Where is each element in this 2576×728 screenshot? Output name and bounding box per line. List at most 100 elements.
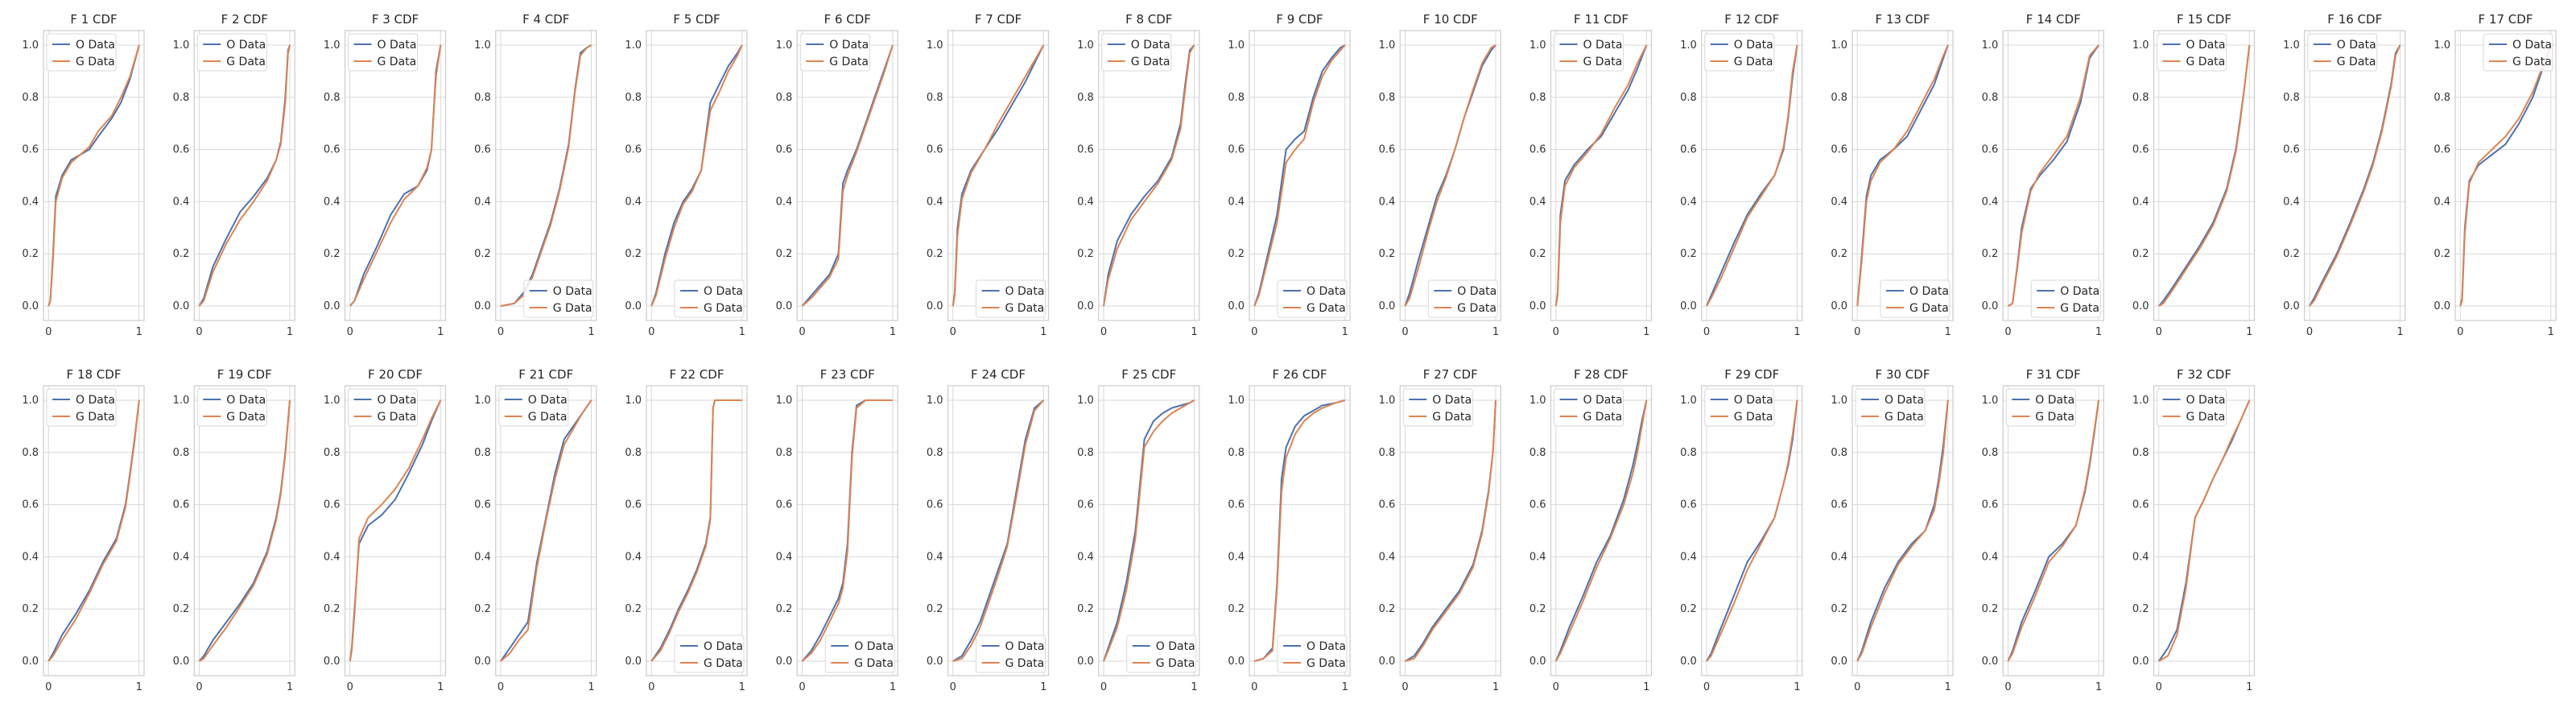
legend: O Data G Data <box>1277 635 1348 673</box>
legend-label: G Data <box>76 411 115 424</box>
o-data-line <box>1254 399 1346 662</box>
y-tick-label: 1.0 <box>1077 395 1094 407</box>
y-tick-label: 0.6 <box>2434 144 2450 156</box>
y-tick-label: 1.0 <box>927 39 943 52</box>
y-tick-label: 0.8 <box>22 447 39 459</box>
legend-label: O Data <box>704 285 743 298</box>
x-tick-label: 0 <box>2156 681 2162 693</box>
o-data-line <box>952 44 1045 307</box>
legend: O Data G Data <box>1554 33 1624 72</box>
legend: O Data G Data <box>2005 388 2076 427</box>
y-tick-label: 1.0 <box>1077 39 1094 52</box>
y-tick-label: 0.6 <box>1530 144 1546 156</box>
y-tick-label: 0.4 <box>927 196 943 208</box>
legend-label: O Data <box>1307 285 1346 298</box>
legend-label: O Data <box>2186 394 2226 407</box>
plot-frame <box>43 30 145 321</box>
o-data-line <box>1103 44 1195 307</box>
y-tick-label: 0.0 <box>1680 300 1697 312</box>
legend-label: O Data <box>1432 394 1472 407</box>
legend: O Data G Data <box>2307 33 2378 72</box>
cdf-panel: 0.0 0.2 0.4 0.6 0.8 1.0 0 1 F 6 CDF O Data G Data <box>776 12 898 338</box>
legend: O Data G Data <box>1880 279 1951 318</box>
legend-label: G Data <box>226 56 266 68</box>
y-tick-label: 0.2 <box>1831 248 1847 260</box>
y-tick-label: 0.4 <box>324 196 341 208</box>
legend-label: G Data <box>528 411 568 424</box>
g-data-line <box>2158 399 2251 662</box>
cdf-panel: 0.0 0.2 0.4 0.6 0.8 1.0 0 1 F 32 CDF O Data G Data <box>2132 367 2256 693</box>
y-tick-label: 0.0 <box>1228 300 1245 312</box>
o-data-line <box>2007 399 2099 662</box>
cdf-panel: 0.0 0.2 0.4 0.6 0.8 1.0 0 1 F 9 CDF O Data G Data <box>1228 12 1351 338</box>
y-tick-label: 1.0 <box>1982 39 1999 52</box>
legend-label: O Data <box>1131 39 1170 52</box>
plot-frame <box>193 385 295 676</box>
y-tick-label: 0.8 <box>2132 92 2149 104</box>
y-tick-label: 0.0 <box>22 300 39 312</box>
o-data-line <box>1103 399 1195 662</box>
y-tick-label: 1.0 <box>22 39 39 52</box>
y-tick-label: 0.2 <box>776 603 793 615</box>
y-tick-label: 0.4 <box>173 551 190 563</box>
x-tick-label: 1 <box>2548 326 2554 338</box>
y-tick-label: 0.6 <box>927 499 943 511</box>
cdf-panel: 0.0 0.2 0.4 0.6 0.8 1.0 0 1 F 13 CDF O Data G Data <box>1831 12 1954 338</box>
y-tick-label: 1.0 <box>1831 395 1847 407</box>
y-tick-label: 0.6 <box>173 144 190 156</box>
y-tick-label: 0.4 <box>927 551 943 563</box>
g-data-line <box>500 399 592 662</box>
y-tick-label: 0.8 <box>2132 447 2149 459</box>
chart-title: F 19 CDF <box>217 367 272 382</box>
y-tick-label: 0.0 <box>173 656 190 668</box>
y-tick-label: 1.0 <box>2132 39 2149 52</box>
legend-label: O Data <box>1005 640 1045 653</box>
y-tick-label: 1.0 <box>1379 395 1396 407</box>
g-data-line <box>1856 399 1949 662</box>
cdf-panel: 0.0 0.2 0.4 0.6 0.8 1.0 0 1 F 25 CDF O Data G Data <box>1077 367 1200 693</box>
legend-label: G Data <box>2512 56 2552 68</box>
y-tick-label: 0.4 <box>1077 196 1094 208</box>
y-tick-label: 0.2 <box>2434 248 2450 260</box>
plot-frame <box>1701 385 1803 676</box>
y-tick-label: 0.8 <box>1228 447 1245 459</box>
chart-title: F 20 CDF <box>368 367 423 382</box>
y-tick-label: 0.0 <box>1982 656 1999 668</box>
legend-label: O Data <box>553 285 592 298</box>
y-tick-label: 0.0 <box>776 656 793 668</box>
y-tick-label: 0.6 <box>1530 499 1546 511</box>
y-tick-label: 1.0 <box>2132 395 2149 407</box>
cdf-panel: 0.0 0.2 0.4 0.6 0.8 1.0 0 1 F 26 CDF O Data G Data <box>1228 367 1351 693</box>
x-tick-label: 1 <box>1492 681 1499 693</box>
legend-label: O Data <box>76 394 115 407</box>
y-tick-label: 1.0 <box>776 39 793 52</box>
o-data-line <box>500 44 592 307</box>
y-tick-label: 0.8 <box>927 92 943 104</box>
y-tick-label: 0.8 <box>1530 92 1546 104</box>
x-tick-label: 0 <box>347 326 353 338</box>
y-tick-label: 0.6 <box>1982 144 1999 156</box>
g-data-line <box>952 399 1045 662</box>
y-tick-label: 0.8 <box>474 92 491 104</box>
y-tick-label: 0.2 <box>1228 248 1245 260</box>
o-data-line <box>198 399 291 662</box>
plot-frame <box>1249 30 1351 321</box>
x-tick-label: 1 <box>2095 681 2102 693</box>
y-tick-label: 0.2 <box>1831 603 1847 615</box>
legend-label: O Data <box>1457 285 1496 298</box>
chart-title: F 22 CDF <box>670 367 724 382</box>
g-data-line <box>1103 399 1195 662</box>
y-tick-label: 0.8 <box>1077 447 1094 459</box>
legend-label: O Data <box>1734 394 1773 407</box>
legend: O Data G Data <box>2030 279 2101 318</box>
y-tick-label: 0.8 <box>927 447 943 459</box>
x-tick-label: 1 <box>1492 326 1499 338</box>
cdf-panel: 0.0 0.2 0.4 0.6 0.8 1.0 0 1 F 19 CDF O Data G Data <box>173 367 295 693</box>
x-tick-label: 1 <box>1643 326 1649 338</box>
y-tick-label: 0.8 <box>625 92 642 104</box>
legend: O Data G Data <box>1704 33 1775 72</box>
g-data-line <box>500 44 592 307</box>
plot-frame <box>1399 385 1501 676</box>
legend: O Data G Data <box>1704 388 1775 427</box>
